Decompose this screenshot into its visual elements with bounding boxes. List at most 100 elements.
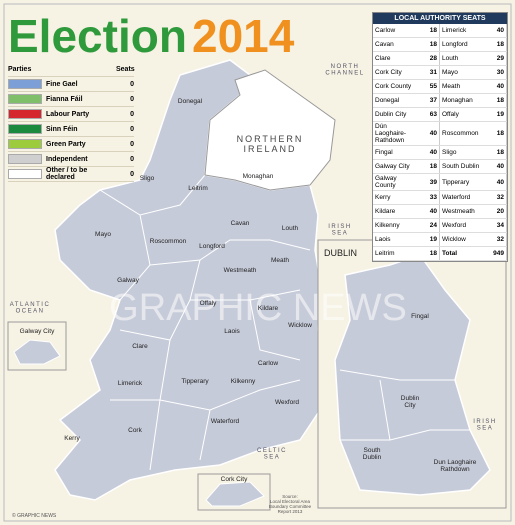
- dublin-label: Dun Laoghaire Rathdown: [434, 459, 477, 473]
- party-name: Fine Gael: [46, 80, 78, 88]
- county-label: Kildare: [258, 305, 279, 312]
- party-seats: 0: [130, 80, 134, 88]
- northern-ireland: [204, 69, 336, 191]
- seats-row: Kilkenny 24 Wexford 34: [373, 218, 507, 233]
- seat-count: 949: [488, 246, 507, 261]
- party-row: Labour Party 0: [8, 107, 134, 122]
- seat-count: 18: [488, 93, 507, 108]
- dublin-borders: [339, 369, 470, 441]
- watermark: GRAPHIC NEWS: [109, 287, 407, 329]
- sea-label-line: NORTH: [331, 64, 360, 70]
- seat-count: 37: [421, 93, 440, 108]
- party-row: Fine Gael 0: [8, 77, 134, 92]
- seat-count: 29: [488, 51, 507, 66]
- council-name: Fingal: [373, 145, 421, 160]
- council-name: Cork County: [373, 79, 421, 94]
- seats-table: LOCAL AUTHORITY SEATS Carlow 18 Limerick 40 C…: [372, 12, 508, 262]
- county-label: Leitrim: [188, 185, 208, 192]
- county-label: Cavan: [231, 220, 250, 227]
- council-name: Meath: [439, 79, 488, 94]
- seat-count: 19: [421, 232, 440, 247]
- council-name: Longford: [439, 37, 488, 52]
- galway-city-shape: [13, 339, 61, 365]
- council-name: Galway City: [373, 159, 421, 174]
- seat-count: 18: [421, 37, 440, 52]
- dublin-label-line: Dublin: [401, 395, 420, 402]
- party-seats: 0: [130, 170, 134, 178]
- county-label: Cork: [128, 427, 142, 434]
- seat-count: 18: [488, 121, 507, 146]
- council-name: Wexford: [439, 218, 488, 233]
- seat-count: 40: [488, 159, 507, 174]
- seat-count: 40: [488, 24, 507, 38]
- council-name: Mayo: [439, 65, 488, 80]
- council-name: Louth: [439, 51, 488, 66]
- seats-title: LOCAL AUTHORITY SEATS: [373, 13, 507, 24]
- sea-label-line: IRISH: [328, 224, 352, 230]
- party-swatch: [8, 154, 42, 164]
- party-seats: 0: [130, 95, 134, 103]
- seats-row: Laois 19 Wicklow 32: [373, 232, 507, 247]
- council-name: Wicklow: [439, 232, 488, 247]
- council-name: Limerick: [439, 24, 488, 38]
- sea-label: IRISH SEA: [328, 224, 352, 237]
- county-label: Carlow: [258, 360, 279, 367]
- cork-city-shape: [205, 481, 265, 507]
- dublin-label: South Dublin: [363, 447, 382, 461]
- council-name: Dublin City: [373, 107, 421, 122]
- seat-count: 40: [421, 204, 440, 219]
- seat-count: 63: [421, 107, 440, 122]
- council-name: Roscommon: [439, 121, 488, 146]
- parties-header-name: Parties: [8, 65, 32, 73]
- county-label: Roscommon: [150, 238, 187, 245]
- county-label: Louth: [282, 225, 299, 232]
- party-row: Green Party 0: [8, 137, 134, 152]
- county-label: Sligo: [140, 175, 155, 182]
- sea-label-line: CELTIC: [257, 448, 287, 454]
- council-name: Kerry: [373, 190, 421, 205]
- party-name: Sinn Féin: [46, 125, 78, 133]
- source-line: Source:: [282, 494, 298, 499]
- sea-label-line: ATLANTIC: [10, 302, 51, 308]
- council-name: Sligo: [439, 145, 488, 160]
- party-name: Fianna Fáil: [46, 95, 83, 103]
- council-name: Cavan: [373, 37, 421, 52]
- frame: [3, 3, 512, 522]
- title-word: Election: [8, 10, 187, 62]
- party-seats: 0: [130, 125, 134, 133]
- party-name: Labour Party: [46, 110, 90, 118]
- credit: © GRAPHIC NEWS: [12, 512, 57, 519]
- dublin-label-line: Dun Laoghaire: [434, 459, 477, 466]
- northern-ireland-label-line: NORTHERN: [237, 134, 304, 144]
- council-name: Kildare: [373, 204, 421, 219]
- sea-label-line: SEA: [477, 426, 494, 432]
- county-label: Wicklow: [288, 322, 312, 329]
- seats-row: Donegal 37 Monaghan 18: [373, 93, 507, 108]
- party-row: Other / to be declared 0: [8, 167, 134, 182]
- seat-count: 18: [421, 246, 440, 261]
- council-name: Cork City: [373, 65, 421, 80]
- seats-row: Leitrim 18 Total 949: [373, 246, 507, 261]
- seats-row: Cork City 31 Mayo 30: [373, 65, 507, 80]
- county-borders: [99, 174, 311, 471]
- sea-label: CELTIC SEA: [257, 448, 287, 461]
- dublin-shape: [334, 254, 491, 496]
- seats-grid: Carlow 18 Limerick 40 Cavan 18 Longford 18 Clare…: [373, 24, 507, 261]
- sea-label-line: CHANNEL: [325, 71, 364, 77]
- county-label: Galway: [117, 277, 139, 284]
- seat-count: 40: [421, 145, 440, 160]
- dublin-label-line: Rathdown: [440, 466, 470, 473]
- party-swatch: [8, 139, 42, 149]
- seat-count: 32: [488, 190, 507, 205]
- council-name: Kilkenny: [373, 218, 421, 233]
- county-label: Clare: [132, 343, 148, 350]
- council-name: Dún Laoghaire-Rathdown: [373, 121, 421, 146]
- sea-label: IRISH SEA: [473, 419, 497, 432]
- council-name: Laois: [373, 232, 421, 247]
- dublin-label-line: Fingal: [411, 313, 429, 320]
- northern-ireland-label-line: IRELAND: [243, 144, 296, 154]
- seats-row: Dublin City 63 Offaly 19: [373, 107, 507, 122]
- county-label: Laois: [224, 328, 240, 335]
- seat-count: 18: [488, 37, 507, 52]
- northern-ireland-label: NORTHERN IRELAND: [237, 134, 304, 154]
